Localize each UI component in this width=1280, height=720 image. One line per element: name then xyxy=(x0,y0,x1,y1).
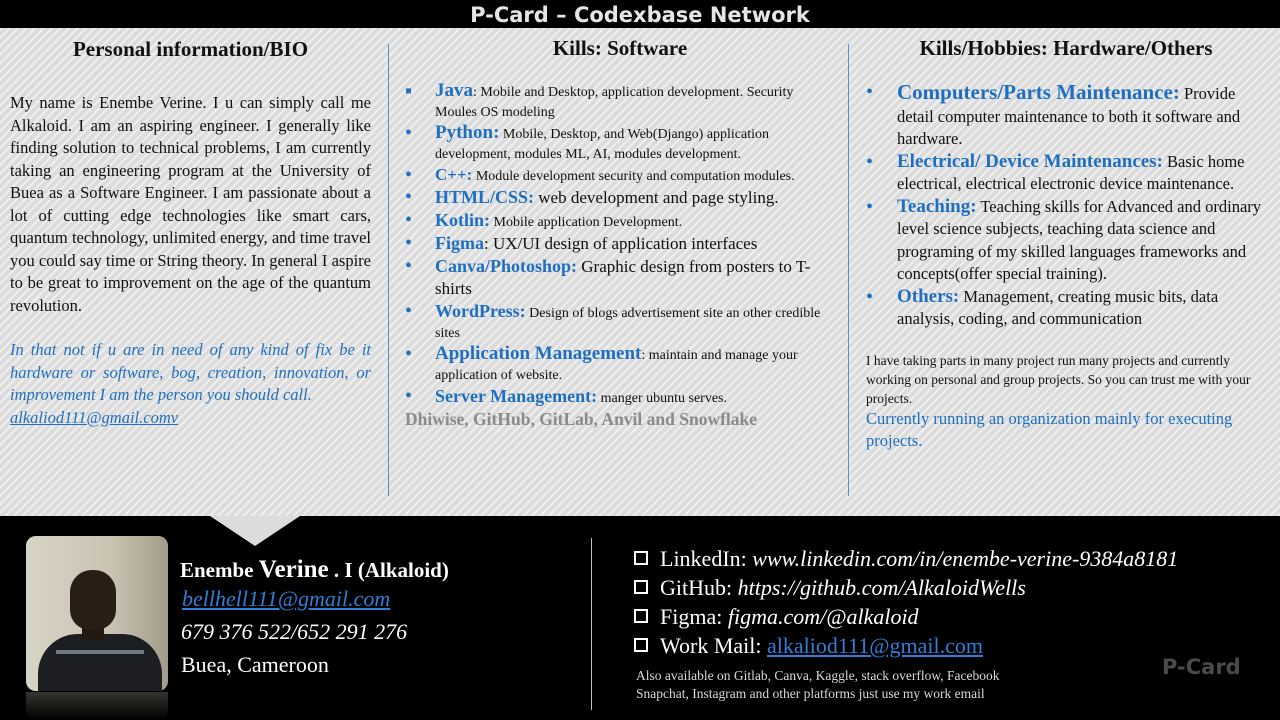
bio-text: My name is Enembe Verine. I u can simply… xyxy=(10,93,371,315)
bullet-icon: • xyxy=(405,343,413,365)
linkedin-url[interactable]: www.linkedin.com/in/enembe-verine-9384a8… xyxy=(752,546,1179,571)
skill-desc: : Mobile and Desktop, application develo… xyxy=(435,85,794,120)
profile-name: Enembe Verine . I (Alkaloid) xyxy=(180,556,449,583)
phone-number: 679 376 522/652 291 276 xyxy=(181,619,408,644)
bullet-icon: • xyxy=(405,122,413,144)
hobby-others: • Others: Management, creating music bits… xyxy=(866,286,1266,331)
skill-figma: • Figma: UX/UI design of application inte… xyxy=(405,233,835,256)
skill-python: • Python: Mobile, Desktop, and Web(Django… xyxy=(405,123,835,165)
hardware-column: Kills/Hobbies: Hardware/Others • Computer… xyxy=(866,28,1266,453)
skill-name: Java xyxy=(435,80,473,101)
work-mail-link[interactable]: alkaliod111@gmail.com xyxy=(767,633,983,658)
bullet-icon: • xyxy=(405,209,413,231)
bullet-icon: • xyxy=(866,81,874,103)
skill-kotlin: • Kotlin: Mobile application Development. xyxy=(405,210,835,233)
social-links: LinkedIn: www.linkedin.com/in/enembe-ver… xyxy=(634,544,1178,660)
work-mail-item: Work Mail: alkaliod111@gmail.com xyxy=(634,631,1178,660)
bullet-icon: • xyxy=(405,186,413,208)
skill-server-management: • Server Management: manger ubuntu serves… xyxy=(405,386,835,409)
skill-cpp: • C++: Module development security and co… xyxy=(405,165,835,187)
card-title: P-Card – Codexbase Network xyxy=(0,0,1280,28)
checkbox-icon xyxy=(634,580,648,594)
skill-name: WordPress: xyxy=(435,301,526,321)
hobby-name: Computers/Parts Maintenance: xyxy=(897,80,1180,104)
skill-desc: Mobile application Development. xyxy=(490,215,683,230)
skill-name: C++: xyxy=(435,165,473,184)
hardware-skill-list: • Computers/Parts Maintenance: Provide de… xyxy=(866,81,1266,331)
bullet-icon: • xyxy=(405,385,413,407)
footer-divider xyxy=(591,538,592,710)
bio-callout: In that not if u are in need of any kind… xyxy=(10,340,371,404)
skill-desc: Design of blogs advertisement site an ot… xyxy=(435,306,821,341)
bio-column: Personal information/BIO My name is Enem… xyxy=(10,28,371,429)
figma-item: Figma: figma.com/@alkaloid xyxy=(634,602,1178,631)
hobby-teaching: • Teaching: Teaching skills for Advanced … xyxy=(866,196,1266,286)
hobby-electrical: • Electrical/ Device Maintenances: Basic … xyxy=(866,151,1266,196)
hobby-name: Teaching: xyxy=(897,195,977,217)
skill-desc: : maintain and manage your application o… xyxy=(435,348,798,383)
hobby-desc: Management, creating music bits, data an… xyxy=(897,286,1219,329)
skill-desc: Module development security and computat… xyxy=(472,169,795,184)
location: Buea, Cameroon xyxy=(181,652,329,677)
skill-desc: Mobile, Desktop, and Web(Django) applica… xyxy=(435,127,770,162)
column-divider xyxy=(848,44,849,496)
software-column: Kills: Software ▪ Java: Mobile and Deskto… xyxy=(405,28,835,430)
skill-wordpress: • WordPress: Design of blogs advertisemen… xyxy=(405,301,835,344)
skill-desc: manger ubuntu serves. xyxy=(597,391,727,406)
checkbox-icon xyxy=(634,609,648,623)
bullet-icon: • xyxy=(405,300,413,322)
organization-note: Currently running an organization mainly… xyxy=(866,408,1233,451)
skill-app-management: • Application Management: maintain and ma… xyxy=(405,344,835,386)
column-divider xyxy=(388,44,389,496)
skill-canva-photoshop: • Canva/Photoshop: Graphic design from po… xyxy=(405,256,835,301)
skill-java: ▪ Java: Mobile and Desktop, application d… xyxy=(405,81,835,123)
bullet-icon: ▪ xyxy=(405,80,413,102)
skill-desc: : UX/UI design of application interfaces xyxy=(484,234,758,253)
software-heading: Kills: Software xyxy=(552,36,688,60)
bullet-icon: • xyxy=(405,164,413,186)
bullet-icon: • xyxy=(866,195,874,218)
linkedin-item: LinkedIn: www.linkedin.com/in/enembe-ver… xyxy=(634,544,1178,573)
personal-email-link[interactable]: bellhell111@gmail.com xyxy=(182,586,391,611)
hobby-computer-maintenance: • Computers/Parts Maintenance: Provide de… xyxy=(866,81,1266,151)
info-panel: Personal information/BIO My name is Enem… xyxy=(0,28,1280,516)
panel-pointer xyxy=(210,516,300,546)
brand-logo: P-Card xyxy=(1162,655,1241,679)
bullet-icon: • xyxy=(405,232,413,254)
photo-reflection xyxy=(26,692,168,720)
github-item: GitHub: https://github.com/AlkaloidWells xyxy=(634,573,1178,602)
skill-name: HTML/CSS: xyxy=(435,187,535,207)
bio-heading: Personal information/BIO xyxy=(72,37,309,61)
skill-name: Application Management xyxy=(435,343,642,364)
hobby-name: Others: xyxy=(897,285,960,307)
github-url[interactable]: https://github.com/AlkaloidWells xyxy=(737,575,1026,600)
skill-name: Figma xyxy=(435,233,484,253)
projects-note: I have taking parts in many project run … xyxy=(866,352,1251,406)
skill-name: Server Management: xyxy=(435,386,598,406)
skill-name: Python: xyxy=(435,122,500,143)
skill-name: Canva/Photoshop: xyxy=(435,256,578,276)
software-skill-list: ▪ Java: Mobile and Desktop, application d… xyxy=(405,81,835,409)
bullet-icon: • xyxy=(405,255,413,277)
figma-url[interactable]: figma.com/@alkaloid xyxy=(727,604,919,629)
hobby-name: Electrical/ Device Maintenances: xyxy=(897,150,1163,172)
profile-photo xyxy=(26,536,168,691)
hobby-desc: Basic home electrical, electrical electr… xyxy=(897,151,1245,194)
bullet-icon: • xyxy=(866,285,874,308)
hardware-heading: Kills/Hobbies: Hardware/Others xyxy=(919,36,1213,60)
checkbox-icon xyxy=(634,638,648,652)
also-available-note: Also available on Gitlab, Canva, Kaggle,… xyxy=(636,668,1000,701)
tools-line: Dhiwise, GitHub, GitLab, Anvil and Snowf… xyxy=(405,409,758,429)
checkbox-icon xyxy=(634,551,648,565)
hobby-desc: Provide detail computer maintenance to b… xyxy=(897,84,1241,148)
skill-desc: Graphic design from posters to T-shirts xyxy=(435,257,811,298)
bullet-icon: • xyxy=(866,150,874,173)
skill-name: Kotlin: xyxy=(435,210,491,230)
skill-desc: web development and page styling. xyxy=(534,188,779,207)
skill-html-css: • HTML/CSS: web development and page styl… xyxy=(405,187,835,210)
hobby-desc: Teaching skills for Advanced and ordinar… xyxy=(897,196,1262,284)
bio-email-link[interactable]: alkaliod111@gmail.comv xyxy=(10,407,179,427)
